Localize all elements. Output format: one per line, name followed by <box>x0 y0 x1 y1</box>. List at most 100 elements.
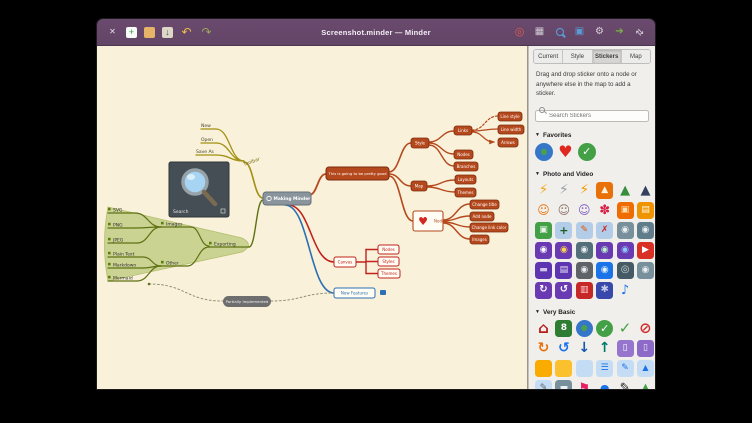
node-new[interactable]: New <box>201 123 211 129</box>
fullscreen-button[interactable]: ⇄ <box>633 25 647 38</box>
video-play-sticker[interactable]: ▶ <box>636 241 654 259</box>
node-layouts[interactable]: Layouts <box>454 174 477 185</box>
document-blank-sticker[interactable] <box>575 359 593 377</box>
upload-sticker[interactable]: ↑ <box>598 340 611 357</box>
node-line-width[interactable]: Line width <box>497 124 525 135</box>
undo-button[interactable]: ↶ <box>181 25 192 39</box>
trash-full-sticker[interactable]: ▯ <box>636 339 654 357</box>
camcorder-sticker[interactable]: ◉ <box>575 261 593 279</box>
flash-off-sticker[interactable]: ⚡ <box>558 182 569 199</box>
camera-gray-sticker[interactable]: ◉ <box>616 221 634 239</box>
node-new-features[interactable]: New Features <box>333 287 376 299</box>
node-themes-map[interactable]: Themes <box>454 187 477 198</box>
heart-sticker[interactable]: ♥ <box>558 141 573 161</box>
film-strip-sticker[interactable]: ▤ <box>555 261 573 279</box>
camera-side-sticker[interactable]: ◉ <box>636 221 654 239</box>
save-button[interactable]: ↓ <box>162 26 173 38</box>
node-canvas-node[interactable]: Canvas <box>333 256 357 268</box>
camera-refresh-sticker[interactable]: ↺ <box>555 281 573 299</box>
person-night-sticker[interactable]: ☺ <box>578 203 591 218</box>
tab-current[interactable]: Current <box>534 50 564 63</box>
camera-portrait-sticker[interactable]: ▣ <box>616 201 634 219</box>
globe-2-sticker[interactable]: ● <box>575 319 593 337</box>
node-note-chip[interactable] <box>380 290 386 295</box>
node-nodes-style[interactable]: Nodes <box>453 149 474 160</box>
film-roll-sticker[interactable]: ▥ <box>575 281 593 299</box>
camera-cube-sticker[interactable]: ◉ <box>636 261 654 279</box>
node-themes-canvas[interactable]: Themes <box>377 268 401 279</box>
check-circle-sticker[interactable]: ✓ <box>577 142 596 161</box>
video-camera-sticker[interactable]: ◉ <box>596 261 614 279</box>
titlebar[interactable]: ✕ + ↓ ↶ ↷ Screenshot.minder — Minder ◎ ▦ ▣ ⚙ ➔ ⇄ <box>97 19 655 46</box>
refresh-orange-sticker[interactable]: ↻ <box>537 340 550 357</box>
close-button[interactable]: ✕ <box>109 27 116 36</box>
node-exporting[interactable]: Exporting <box>209 242 236 248</box>
pen-sticker[interactable]: ✎ <box>619 380 631 389</box>
document-edit-sticker[interactable]: ✎ <box>535 379 552 389</box>
photo-landscape-sticker[interactable]: ▲ <box>596 181 614 199</box>
open-folder-button[interactable] <box>144 26 155 38</box>
globe-sticker[interactable]: ● <box>535 142 553 161</box>
image-add-sticker[interactable]: + <box>555 221 573 239</box>
photo-stack-sticker[interactable]: ▤ <box>636 201 654 219</box>
webcam-sticker[interactable]: ◎ <box>616 261 634 279</box>
node-change-title[interactable]: Change title <box>469 199 500 210</box>
node-open[interactable]: Open <box>201 137 213 143</box>
node-images-export[interactable]: Images <box>161 222 183 228</box>
node-arrows[interactable]: Arrows <box>497 137 519 148</box>
node-add-node[interactable]: Add node <box>469 211 495 222</box>
camera-purple-sticker[interactable]: ◉ <box>535 241 552 259</box>
node-png[interactable]: PNG <box>108 223 123 229</box>
node-pretty-good[interactable]: This is going to be pretty good <box>325 166 390 181</box>
camera-search-sticker[interactable]: ◉ <box>616 241 634 259</box>
node-style[interactable]: Style <box>410 137 430 149</box>
trash-empty-sticker[interactable]: ▯ <box>616 339 634 357</box>
node-other[interactable]: Other <box>161 261 179 267</box>
folder-open-sticker[interactable] <box>555 359 573 377</box>
export-button[interactable]: ➔ <box>615 26 624 37</box>
image-remove-sticker[interactable]: ✗ <box>596 221 614 239</box>
person-day-sticker[interactable]: ☺ <box>557 203 571 218</box>
section-header-favorites[interactable]: ▼ Favorites <box>535 132 649 139</box>
node-search-image[interactable]: Search <box>168 161 230 218</box>
export-image-button[interactable]: ▣ <box>574 26 585 37</box>
camera-add-sticker[interactable]: ◉ <box>596 241 614 259</box>
mountains-day-sticker[interactable]: ▲ <box>620 182 631 198</box>
node-plain-text[interactable]: Plain Text <box>108 252 135 258</box>
node-line-style[interactable]: Line style <box>497 111 523 122</box>
stapler-sticker[interactable]: ▬ <box>555 379 573 389</box>
camera-rotate-sticker[interactable]: ↻ <box>535 281 552 299</box>
folder-sticker[interactable] <box>535 359 552 377</box>
node-branches[interactable]: Branches <box>453 161 479 172</box>
node-jpeg[interactable]: JPEG <box>108 238 124 244</box>
camera-photo-sticker[interactable]: ◉ <box>555 241 573 259</box>
node-nodes-canvas[interactable]: Nodes <box>377 244 400 255</box>
node-save-as[interactable]: Save As <box>196 149 215 155</box>
document-image-sticker[interactable]: ▲ <box>636 359 654 377</box>
tab-stickers[interactable]: Stickers <box>592 50 622 63</box>
section-header-very-basic[interactable]: ▼ Very Basic <box>535 309 649 316</box>
mindmap-canvas[interactable]: Toolbar New Open Save As Search SVG PNG JPEG Pla… <box>97 46 527 389</box>
camera-dark-sticker[interactable]: ◉ <box>575 241 593 259</box>
flag-sticker[interactable]: ⚑ <box>578 380 591 389</box>
movie-reel-sticker[interactable]: ✱ <box>596 281 614 299</box>
checkmark-sticker[interactable]: ✓ <box>618 318 632 337</box>
node-central[interactable]: Making Minder <box>262 191 312 206</box>
trash-8-sticker[interactable]: 8 <box>555 319 573 337</box>
section-header-photo-and-video[interactable]: ▼ Photo and Video <box>535 171 649 178</box>
check-circle-2-sticker[interactable]: ✓ <box>596 319 614 337</box>
flower-macro-sticker[interactable]: ✽ <box>599 202 611 218</box>
node-links[interactable]: Links <box>453 125 473 136</box>
home-sticker[interactable]: ⌂ <box>538 318 549 337</box>
node-partially-implemented[interactable]: Partially Implemented <box>223 296 271 307</box>
settings-button[interactable]: ⚙ <box>595 26 604 37</box>
microphone-sticker[interactable]: ♪ <box>620 282 630 298</box>
image-edit-sticker[interactable]: ✎ <box>575 221 593 239</box>
tab-style[interactable]: Style <box>563 50 593 63</box>
node-change-link-color[interactable]: Change link color <box>469 222 509 233</box>
node-mermaid[interactable]: Mermaid <box>108 276 133 282</box>
clapperboard-sticker[interactable]: ▬ <box>535 261 552 279</box>
zoom-button[interactable] <box>553 26 566 39</box>
search-stickers-input[interactable] <box>535 109 649 122</box>
document-text-sticker[interactable]: ☰ <box>596 359 614 377</box>
